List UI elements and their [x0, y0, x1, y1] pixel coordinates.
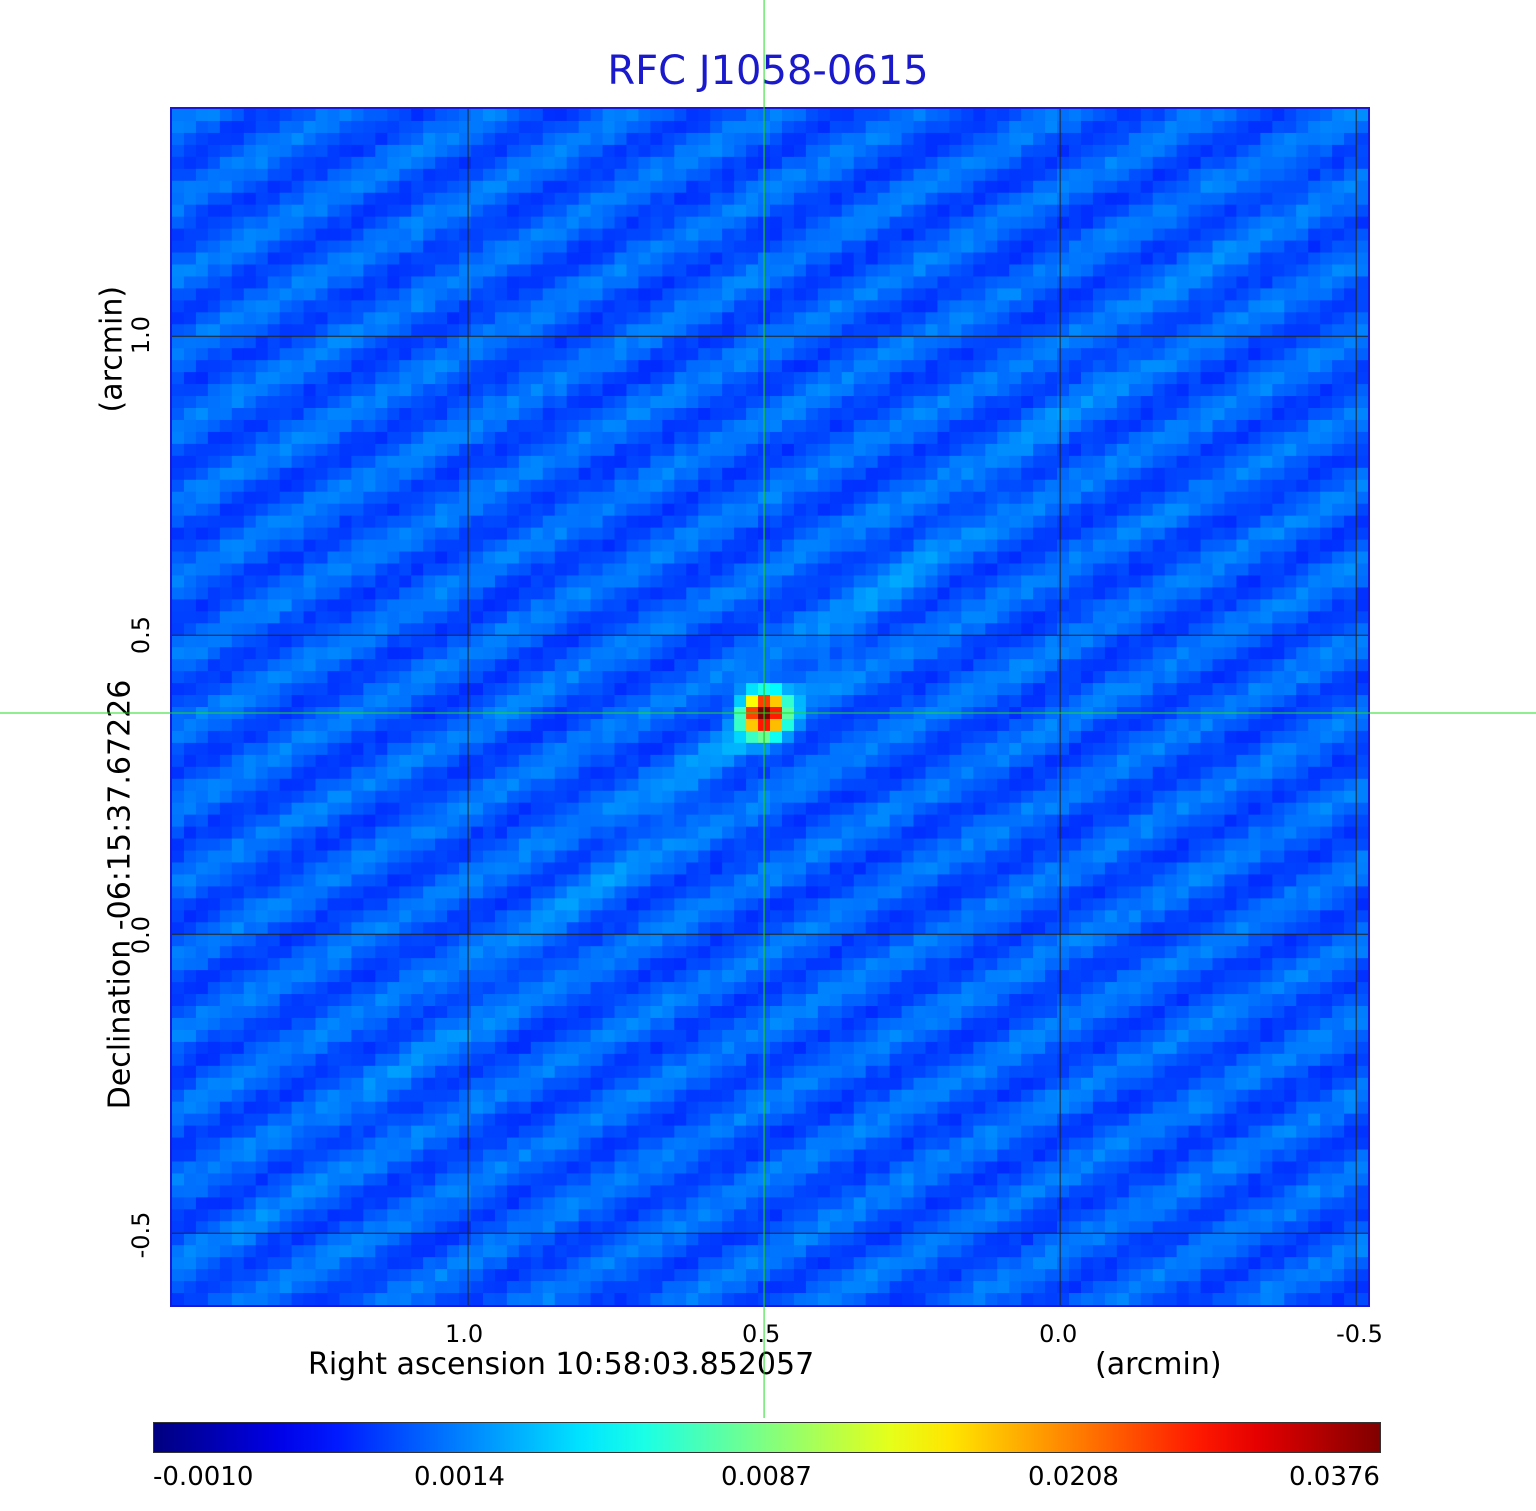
y-axis-unit: (arcmin): [94, 285, 130, 413]
chart-title: RFC J1058-0615: [607, 48, 929, 94]
heatmap-image: [172, 109, 1368, 1305]
x-axis-label: Right ascension 10:58:03.852057: [308, 1347, 815, 1382]
y-tick-label: 1.0: [127, 315, 155, 355]
colorbar: [153, 1422, 1381, 1453]
y-tick-label: -0.5: [127, 1211, 155, 1259]
x-tick-label: 0.0: [1039, 1320, 1078, 1348]
colorbar-tick-label: 0.0014: [414, 1462, 505, 1492]
y-axis-label: Declination -06:15:37.67226: [102, 679, 138, 1110]
x-axis-unit: (arcmin): [1095, 1347, 1222, 1382]
colorbar-tick-label: 0.0087: [721, 1462, 812, 1492]
plot-area: [170, 107, 1370, 1307]
colorbar-tick-label: 0.0208: [1028, 1462, 1119, 1492]
x-tick-label: 0.5: [742, 1320, 781, 1348]
colorbar-tick-label: 0.0376: [1289, 1462, 1380, 1492]
x-tick-label: -0.5: [1336, 1320, 1383, 1348]
x-tick-label: 1.0: [445, 1320, 484, 1348]
colorbar-tick-label: -0.0010: [153, 1462, 254, 1492]
